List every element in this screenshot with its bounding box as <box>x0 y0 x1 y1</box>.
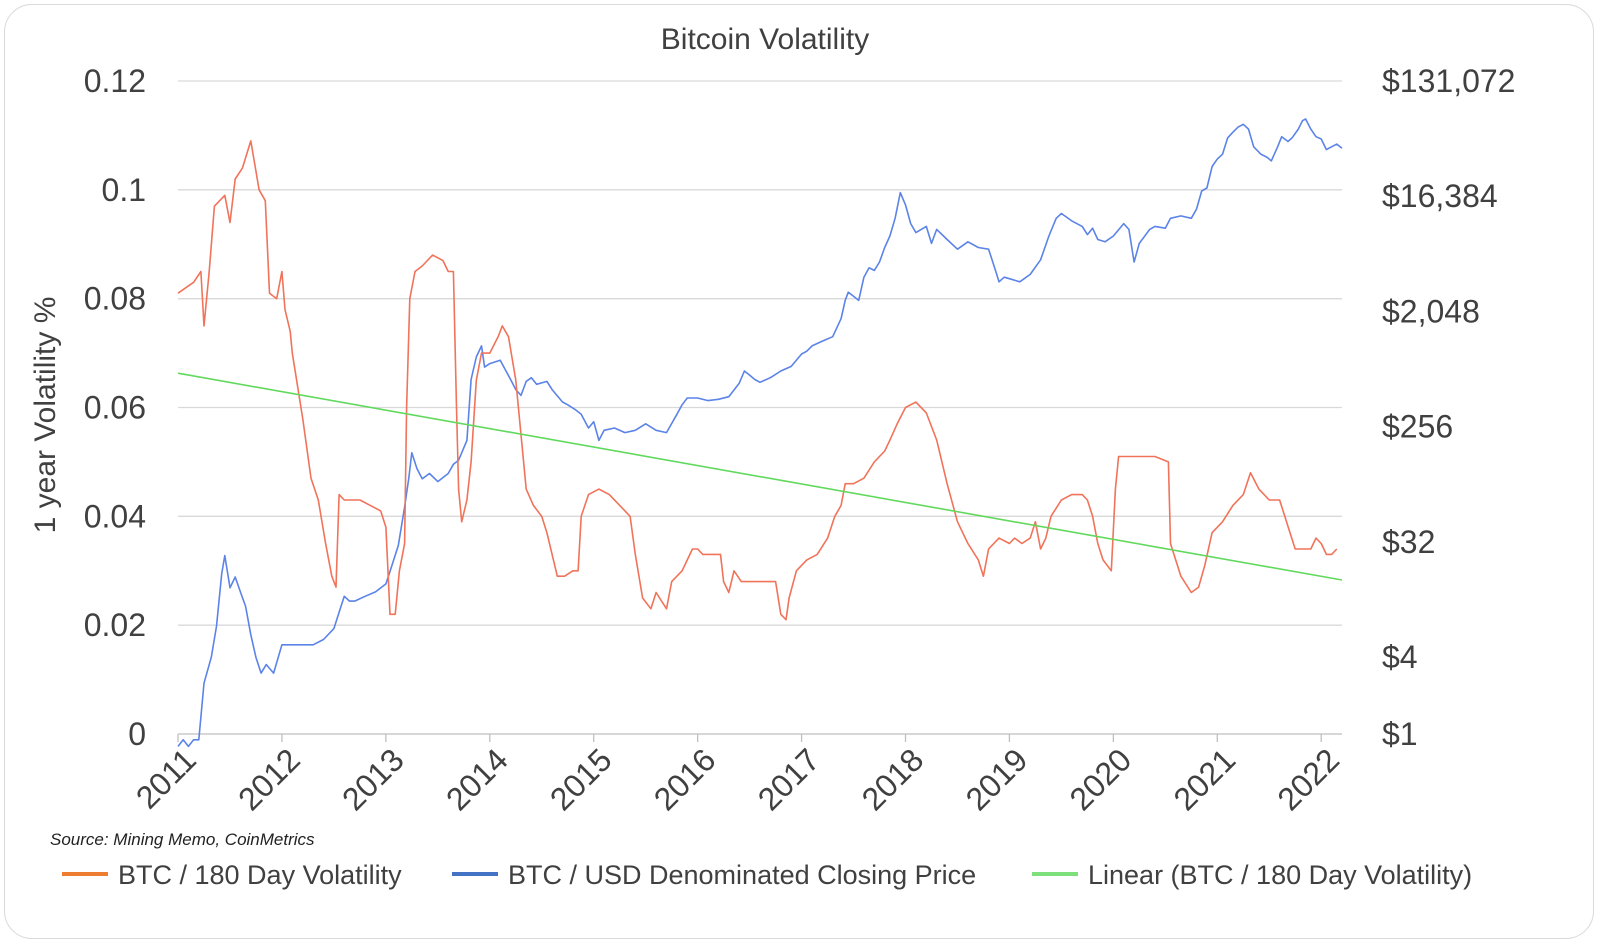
x-tick-label: 2011 <box>129 741 203 815</box>
x-tick-label: 2017 <box>751 741 827 817</box>
grid <box>178 80 1342 735</box>
legend-label: BTC / 180 Day Volatility <box>118 860 402 890</box>
y-left-tick-label: 0.08 <box>84 281 146 317</box>
y-right-tick-label: $4 <box>1382 639 1418 675</box>
x-tick-label: 2015 <box>543 741 619 817</box>
y-right-tick-label: $131,072 <box>1382 63 1515 99</box>
y-left-tick-label: 0.1 <box>102 172 146 208</box>
y-right-tick-label: $256 <box>1382 409 1453 445</box>
x-tick-label: 2022 <box>1270 741 1346 817</box>
series-line-linear-btc-180-day-volatility <box>177 372 1343 581</box>
chart-frame <box>4 4 1594 939</box>
legend-label: BTC / USD Denominated Closing Price <box>508 860 976 890</box>
y-right-tick-label: $16,384 <box>1382 178 1498 214</box>
x-axis: 2011 2012 2013 2014 2015 2016 2017 2018 2019 2020… <box>129 734 1346 817</box>
y-right-tick-label: $2,048 <box>1382 293 1480 329</box>
y-left-tick-label: 0.12 <box>84 63 146 99</box>
x-tick-label: 2021 <box>1166 741 1242 817</box>
y-right-tick-label: $1 <box>1382 716 1418 752</box>
y-left-tick-label: 0.02 <box>84 607 146 643</box>
y-axis-left: 0 0.02 0.04 0.06 0.08 0.1 0.12 <box>84 63 146 752</box>
chart-title: Bitcoin Volatility <box>661 23 869 56</box>
legend-label: Linear (BTC / 180 Day Volatility) <box>1088 860 1472 890</box>
y-axis-label: 1 year Volatility % <box>29 297 62 534</box>
y-right-tick-label: $32 <box>1382 524 1435 560</box>
series-group <box>177 118 1343 748</box>
y-left-tick-label: 0.06 <box>84 390 146 426</box>
x-tick-label: 2016 <box>647 741 723 817</box>
series-line-btc-usd-denominated-closing-price <box>177 118 1343 748</box>
y-left-tick-label: 0.04 <box>84 498 146 534</box>
x-tick-label: 2020 <box>1063 741 1139 817</box>
x-tick-label: 2014 <box>439 741 515 817</box>
y-axis-right: $1 $4 $32 $256 $2,048 $16,384 $131,072 <box>1382 63 1515 752</box>
legend: BTC / 180 Day Volatility BTC / USD Denomi… <box>62 860 1472 890</box>
x-tick-label: 2018 <box>855 741 931 817</box>
x-tick-label: 2019 <box>959 741 1035 817</box>
x-tick-label: 2012 <box>231 741 307 817</box>
series-line-btc-180-day-volatility <box>177 140 1338 621</box>
x-tick-label: 2013 <box>335 741 411 817</box>
source-note: Source: Mining Memo, CoinMetrics <box>50 830 315 849</box>
y-left-tick-label: 0 <box>128 716 146 752</box>
